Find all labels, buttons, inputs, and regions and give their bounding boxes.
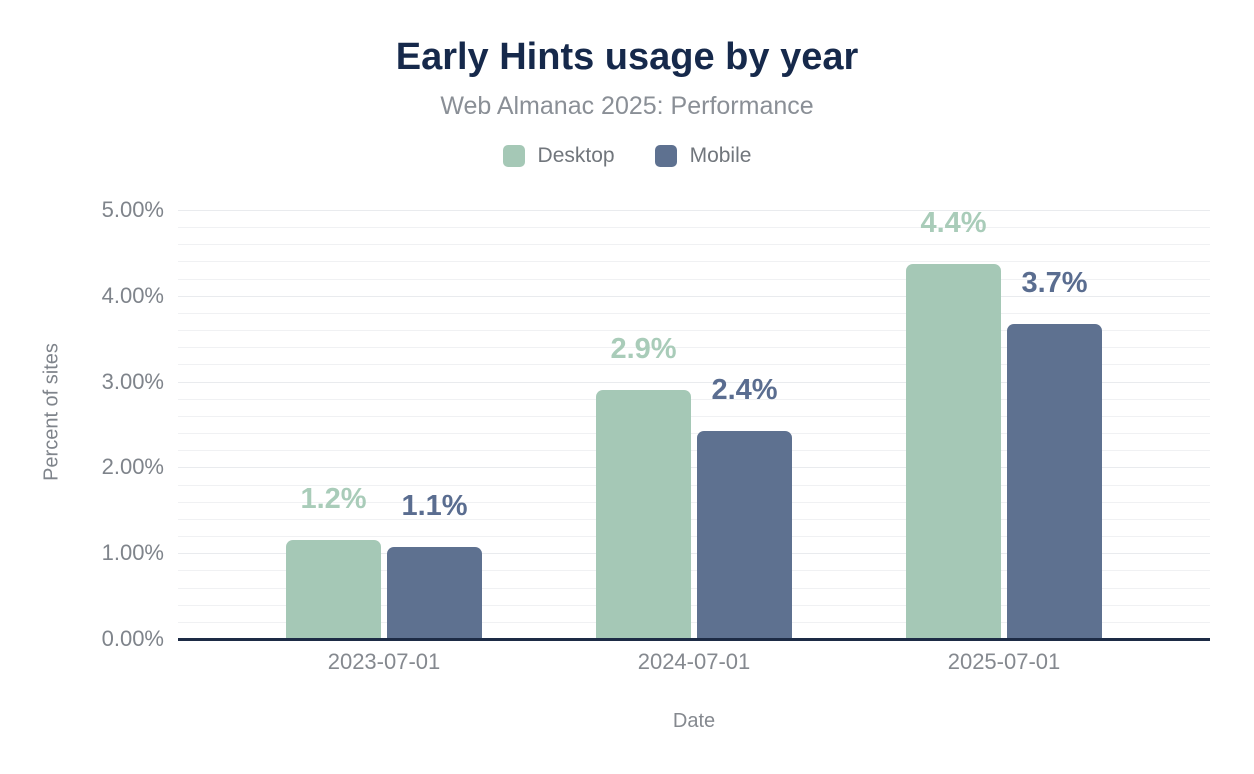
legend-label-mobile: Mobile — [689, 144, 752, 167]
gridline — [178, 278, 1210, 280]
mobile-bar — [697, 430, 792, 639]
gridline — [178, 244, 1210, 246]
gridline — [178, 398, 1210, 400]
gridline — [178, 433, 1210, 435]
y-tick-label: 2.00% — [101, 454, 164, 480]
x-tick-label: 2023-07-01 — [327, 649, 441, 674]
desktop-bar-value-label: 2.9% — [610, 333, 677, 366]
gridline — [178, 621, 1210, 623]
mobile-bar-value-label: 1.1% — [401, 490, 468, 523]
legend-label-desktop: Desktop — [537, 144, 615, 167]
gridline — [178, 553, 1210, 555]
gridline — [178, 347, 1210, 349]
desktop-bar — [906, 264, 1001, 639]
mobile-bar — [1007, 324, 1102, 639]
x-tick-label: 2024-07-01 — [637, 649, 751, 674]
mobile-color-swatch — [654, 145, 677, 167]
y-axis-title: Percent of sites — [40, 343, 63, 481]
gridline — [178, 295, 1210, 297]
gridline — [178, 501, 1210, 503]
desktop-color-swatch — [502, 145, 525, 167]
gridline — [178, 312, 1210, 314]
desktop-bar — [596, 390, 691, 639]
gridline — [178, 210, 1210, 211]
x-axis-title: Date — [672, 710, 716, 732]
y-tick-label: 5.00% — [101, 197, 164, 222]
gridline — [178, 467, 1210, 469]
chart-subtitle: Web Almanac 2025: Performance — [440, 92, 814, 120]
gridline — [178, 604, 1210, 606]
mobile-bar-value-label: 3.7% — [1021, 267, 1088, 300]
legend: Desktop Mobile — [0, 144, 1254, 168]
gridline — [178, 450, 1210, 452]
desktop-bar-value-label: 4.4% — [920, 207, 987, 240]
y-tick-label: 1.00% — [101, 540, 164, 566]
mobile-bar-value-label: 2.4% — [711, 373, 778, 406]
gridline — [178, 536, 1210, 538]
gridline — [178, 415, 1210, 417]
gridline — [178, 484, 1210, 486]
x-tick-label: 2025-07-01 — [947, 649, 1061, 674]
mobile-bar — [387, 547, 482, 639]
x-axis-line — [178, 638, 1210, 641]
legend-item-desktop: Desktop — [502, 144, 615, 168]
gridline — [178, 587, 1210, 589]
gridline — [178, 570, 1210, 572]
desktop-bar-value-label: 1.2% — [300, 483, 367, 516]
y-tick-label: 3.00% — [101, 368, 164, 394]
gridline — [178, 227, 1210, 229]
gridline — [178, 518, 1210, 520]
y-tick-label: 0.00% — [101, 626, 164, 651]
gridline — [178, 381, 1210, 383]
chart-title: Early Hints usage by year — [395, 36, 859, 78]
y-tick-label: 4.00% — [101, 282, 164, 308]
gridline — [178, 261, 1210, 263]
gridline — [178, 330, 1210, 332]
legend-item-mobile: Mobile — [654, 144, 752, 168]
gridline — [178, 364, 1210, 366]
desktop-bar — [286, 540, 381, 639]
